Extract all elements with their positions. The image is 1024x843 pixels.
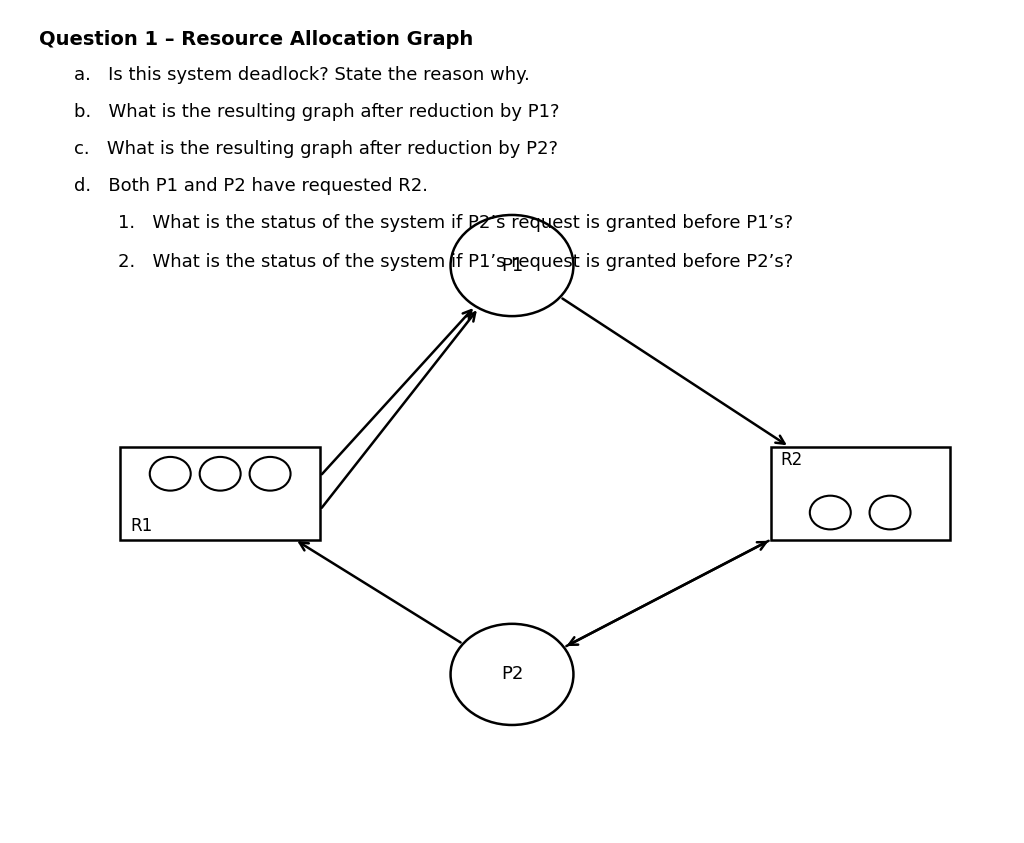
Text: a.   Is this system deadlock? State the reason why.: a. Is this system deadlock? State the re…: [74, 66, 529, 83]
Bar: [121, 447, 319, 540]
Text: P1: P1: [501, 256, 523, 275]
Text: P2: P2: [501, 665, 523, 684]
Text: 1.   What is the status of the system if P2’s request is granted before P1’s?: 1. What is the status of the system if P…: [118, 214, 793, 232]
Text: c.   What is the resulting graph after reduction by P2?: c. What is the resulting graph after red…: [74, 140, 558, 158]
Text: R2: R2: [780, 451, 803, 469]
Text: R1: R1: [131, 518, 153, 535]
Text: b.   What is the resulting graph after reduction by P1?: b. What is the resulting graph after red…: [74, 103, 559, 121]
Text: 2.   What is the status of the system if P1’s request is granted before P2’s?: 2. What is the status of the system if P…: [118, 253, 793, 271]
Text: Question 1 – Resource Allocation Graph: Question 1 – Resource Allocation Graph: [39, 30, 473, 49]
Bar: [770, 447, 950, 540]
Text: d.   Both P1 and P2 have requested R2.: d. Both P1 and P2 have requested R2.: [74, 177, 428, 195]
